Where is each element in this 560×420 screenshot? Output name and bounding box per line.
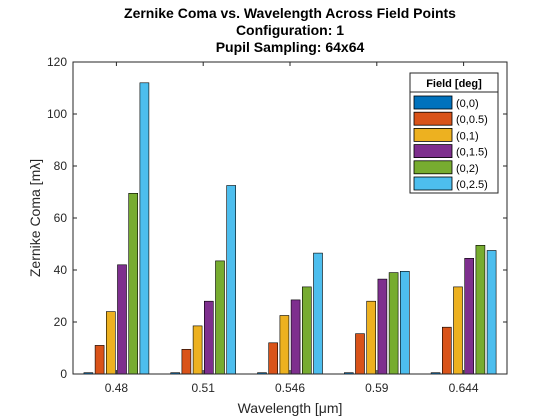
x-axis: 0.48 0.51 0.546 0.59 0.644 xyxy=(105,62,479,395)
bar-(0,1.5)-0.48 xyxy=(117,264,127,375)
bar-(0,2.5)-0.644 xyxy=(486,250,497,375)
bar-(0,1)-0.51 xyxy=(192,325,203,375)
bar-(0,2.5)-0.48 xyxy=(139,82,150,375)
bar-(0,0.5)-0.48 xyxy=(94,345,105,375)
chart-title-line-2: Configuration: 1 xyxy=(236,22,344,38)
legend-swatch-(0,2.5) xyxy=(413,176,453,191)
bar-(0,1)-0.48 xyxy=(106,311,116,375)
y-tick-label: 80 xyxy=(54,159,68,173)
bar-(0,0.5)-0.51 xyxy=(181,348,192,375)
bar-(0,1.5)-0.546 xyxy=(290,299,301,375)
x-tick-label: 0.546 xyxy=(275,381,305,395)
x-tick-label: 0.51 xyxy=(192,381,216,395)
legend-label: (0,0.5) xyxy=(456,114,488,126)
bar-(0,0.5)-0.546 xyxy=(268,342,279,375)
legend-swatch-(0,1) xyxy=(413,127,453,142)
legend-label: (0,1.5) xyxy=(456,147,488,159)
y-axis-label: Zernike Coma [mλ] xyxy=(27,159,43,277)
bar-(0,1.5)-0.644 xyxy=(464,257,475,375)
bar-(0,2)-0.546 xyxy=(301,286,312,375)
bar-(0,2.5)-0.51 xyxy=(226,185,236,375)
bar-(0,1)-0.644 xyxy=(453,286,463,375)
legend-label: (0,2.5) xyxy=(456,179,488,191)
legend-label: (0,1) xyxy=(456,130,479,142)
legend-label: (0,2) xyxy=(456,163,479,175)
y-tick-label: 0 xyxy=(60,367,67,381)
y-tick-label: 120 xyxy=(47,55,67,69)
legend-swatch-(0,1.5) xyxy=(413,144,453,159)
bar-(0,1.5)-0.51 xyxy=(204,300,214,375)
bar-(0,2.5)-0.59 xyxy=(399,270,410,375)
y-tick-label: 40 xyxy=(54,263,68,277)
x-axis-label: Wavelength [μm] xyxy=(238,400,343,416)
x-tick-label: 0.644 xyxy=(449,381,479,395)
x-tick-label: 0.48 xyxy=(105,381,129,395)
legend: Field [deg] (0,0) (0,0.5) (0,1) (0,1.5) (0,2… xyxy=(409,72,499,194)
bar-(0,2.5)-0.546 xyxy=(313,252,323,375)
legend-swatch-(0,0) xyxy=(413,95,453,110)
y-tick-label: 60 xyxy=(54,211,68,225)
bar-(0,2)-0.59 xyxy=(388,272,399,375)
legend-swatch-(0,0.5) xyxy=(413,111,453,126)
bar-(0,0.5)-0.644 xyxy=(441,326,452,375)
x-tick-label: 0.59 xyxy=(365,381,389,395)
bar-(0,2)-0.48 xyxy=(128,193,138,375)
bar-(0,1.5)-0.59 xyxy=(377,278,388,375)
legend-items: (0,0) (0,0.5) (0,1) (0,1.5) (0,2) (0,2.5) xyxy=(413,95,488,191)
bar-(0,0.5)-0.59 xyxy=(355,333,365,375)
chart-title-line-1: Zernike Coma vs. Wavelength Across Field… xyxy=(124,5,456,21)
legend-swatch-(0,2) xyxy=(413,160,453,175)
bar-(0,2)-0.644 xyxy=(475,245,486,375)
chart-title-line-3: Pupil Sampling: 64x64 xyxy=(216,39,365,55)
y-tick-label: 20 xyxy=(54,315,68,329)
y-tick-label: 100 xyxy=(47,107,67,121)
y-axis: 0 20 40 60 80 100 120 xyxy=(47,55,507,381)
legend-label: (0,0) xyxy=(456,98,479,110)
bar-(0,2)-0.51 xyxy=(215,260,225,375)
bar-(0,1)-0.59 xyxy=(366,300,377,375)
bar-(0,1)-0.546 xyxy=(279,315,290,375)
legend-title: Field [deg] xyxy=(426,78,482,90)
